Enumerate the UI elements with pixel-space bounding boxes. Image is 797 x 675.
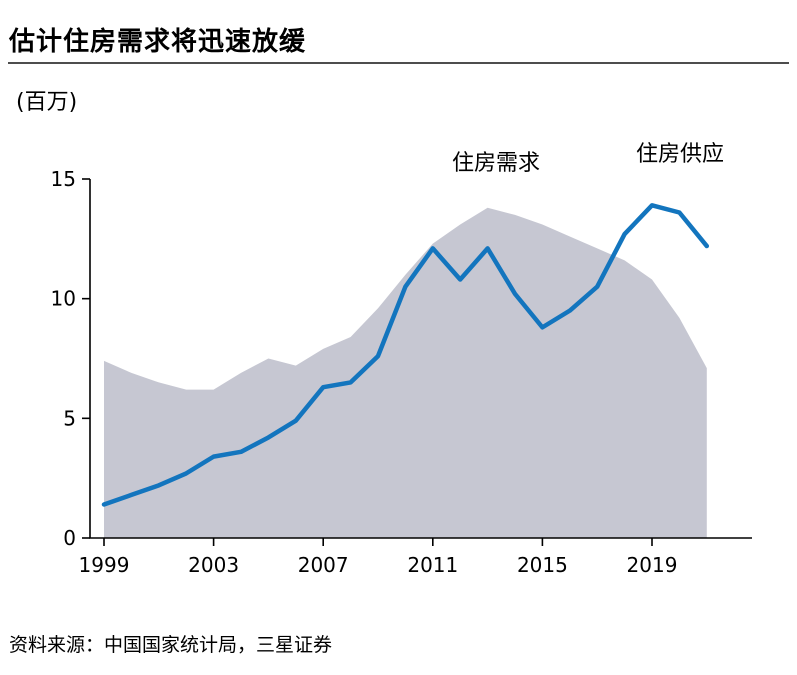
unit-label: (百万) (16, 90, 78, 115)
demand-area-group (104, 207, 707, 538)
y-tick-label: 0 (63, 526, 76, 550)
supply-line-group (101, 203, 710, 507)
y-tick-label: 15 (51, 167, 76, 191)
axes-group: 0 5 10 15 1999 2003 2007 2011 2015 2019 (51, 167, 752, 577)
demand-area (104, 207, 707, 538)
supply-series-label: 住房供应 (636, 142, 724, 167)
page-title: 估计住房需求将迅速放缓 (9, 27, 307, 57)
x-tick-label: 1999 (79, 553, 130, 577)
x-tick-label: 2003 (188, 553, 239, 577)
title-divider (8, 62, 789, 64)
x-tick-label: 2007 (298, 553, 349, 577)
supply-line (101, 203, 710, 507)
x-tick-label: 2019 (627, 553, 678, 577)
y-tick-label: 5 (63, 406, 76, 430)
source-text: 资料来源：中国国家统计局，三星证券 (9, 634, 333, 656)
x-tick-label: 2015 (517, 553, 568, 577)
x-tick-label: 2011 (407, 553, 458, 577)
demand-series-label: 住房需求 (452, 151, 540, 176)
y-tick-label: 10 (51, 287, 76, 311)
